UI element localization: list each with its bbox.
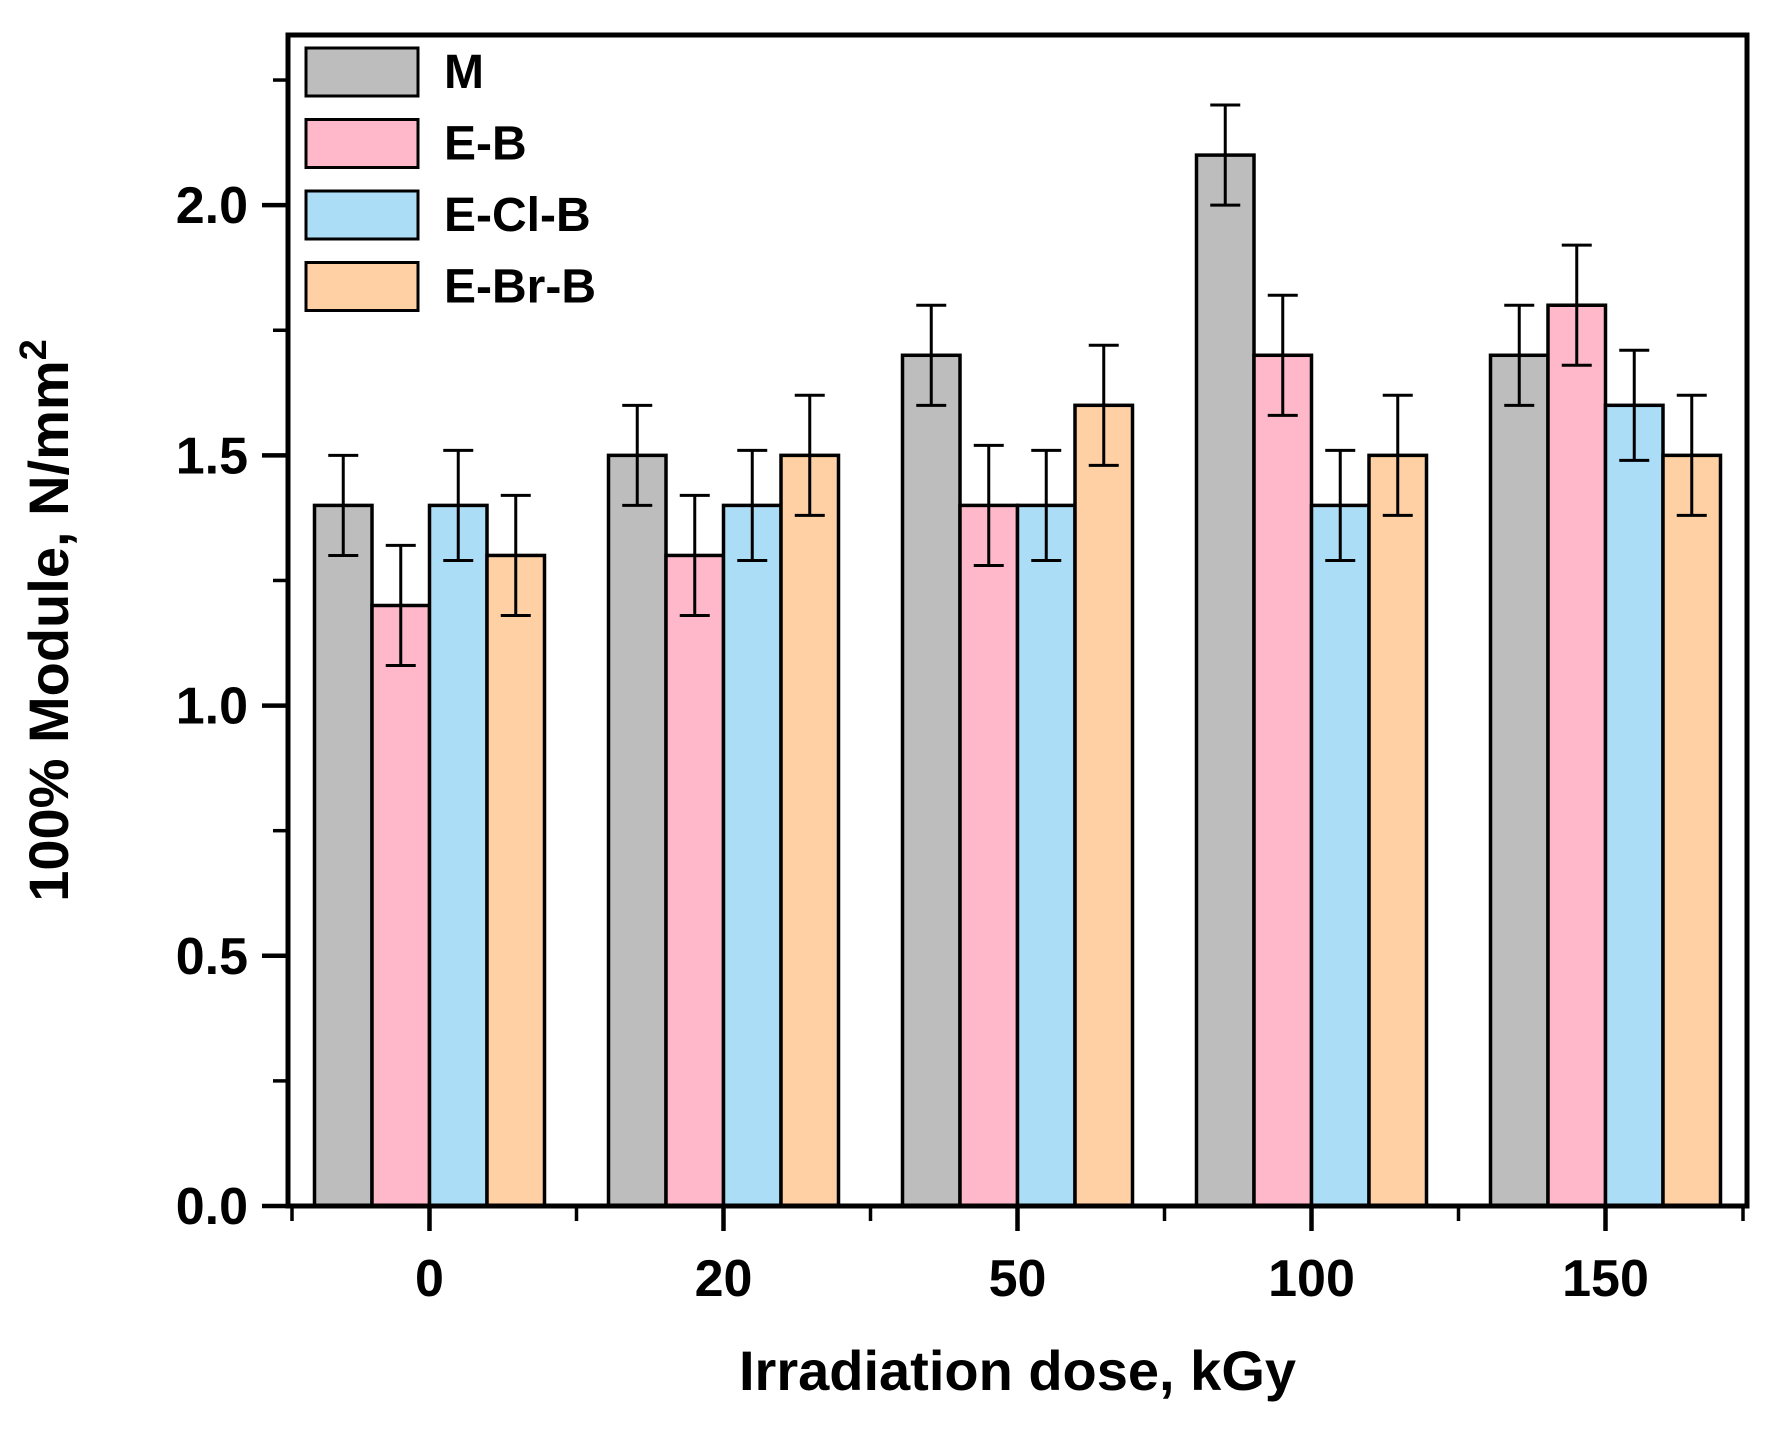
- legend-label-M: M: [444, 46, 484, 99]
- bar-M-0: [312, 503, 374, 1208]
- bar-E-Cl-B-0: [427, 503, 489, 1208]
- bar-E-Br-B-20: [779, 453, 841, 1208]
- legend-label-E-Cl-B: E-Cl-B: [444, 189, 591, 242]
- bar-E-B-0: [370, 603, 432, 1208]
- x-tick-label: 100: [1268, 1250, 1355, 1308]
- x-tick-label: 50: [989, 1250, 1047, 1308]
- x-tick-label: 0: [415, 1250, 444, 1308]
- bar-M-100: [1194, 153, 1256, 1208]
- y-axis-title: 100% Module, N/mm2: [13, 339, 80, 902]
- bar-E-B-50: [958, 503, 1020, 1208]
- bar-M-150: [1488, 353, 1550, 1208]
- bar-E-B-20: [664, 553, 726, 1208]
- bar-M-50: [900, 353, 962, 1208]
- y-tick-label: 0.0: [176, 1178, 248, 1236]
- y-tick-label: 1.5: [176, 427, 248, 485]
- bar-M-20: [606, 453, 668, 1208]
- bar-E-Cl-B-100: [1309, 503, 1371, 1208]
- x-tick-label: 150: [1562, 1250, 1649, 1308]
- legend-swatch-M: [304, 46, 420, 98]
- bar-E-Cl-B-150: [1603, 403, 1665, 1208]
- x-axis-title: Irradiation dose, kGy: [739, 1339, 1296, 1402]
- legend-swatch-E-B: [304, 118, 420, 169]
- bar-E-B-150: [1546, 303, 1608, 1208]
- bar-E-Br-B-50: [1073, 403, 1135, 1208]
- legend-label-E-B: E-B: [444, 118, 527, 171]
- bar-E-Br-B-100: [1367, 453, 1429, 1208]
- bar-E-Cl-B-20: [721, 503, 783, 1208]
- bar-E-Br-B-150: [1661, 453, 1723, 1208]
- legend-swatch-E-Cl-B: [304, 189, 420, 241]
- x-tick-label: 20: [695, 1250, 753, 1308]
- legend-swatch-E-Br-B: [304, 261, 420, 312]
- bar-E-B-100: [1252, 353, 1314, 1208]
- y-tick-label: 0.5: [176, 928, 248, 986]
- bar-E-Cl-B-50: [1015, 503, 1077, 1208]
- legend-label-E-Br-B: E-Br-B: [444, 261, 596, 314]
- y-tick-label: 2.0: [176, 177, 248, 235]
- y-tick-label: 1.0: [176, 678, 248, 736]
- bar-E-Br-B-0: [485, 553, 547, 1208]
